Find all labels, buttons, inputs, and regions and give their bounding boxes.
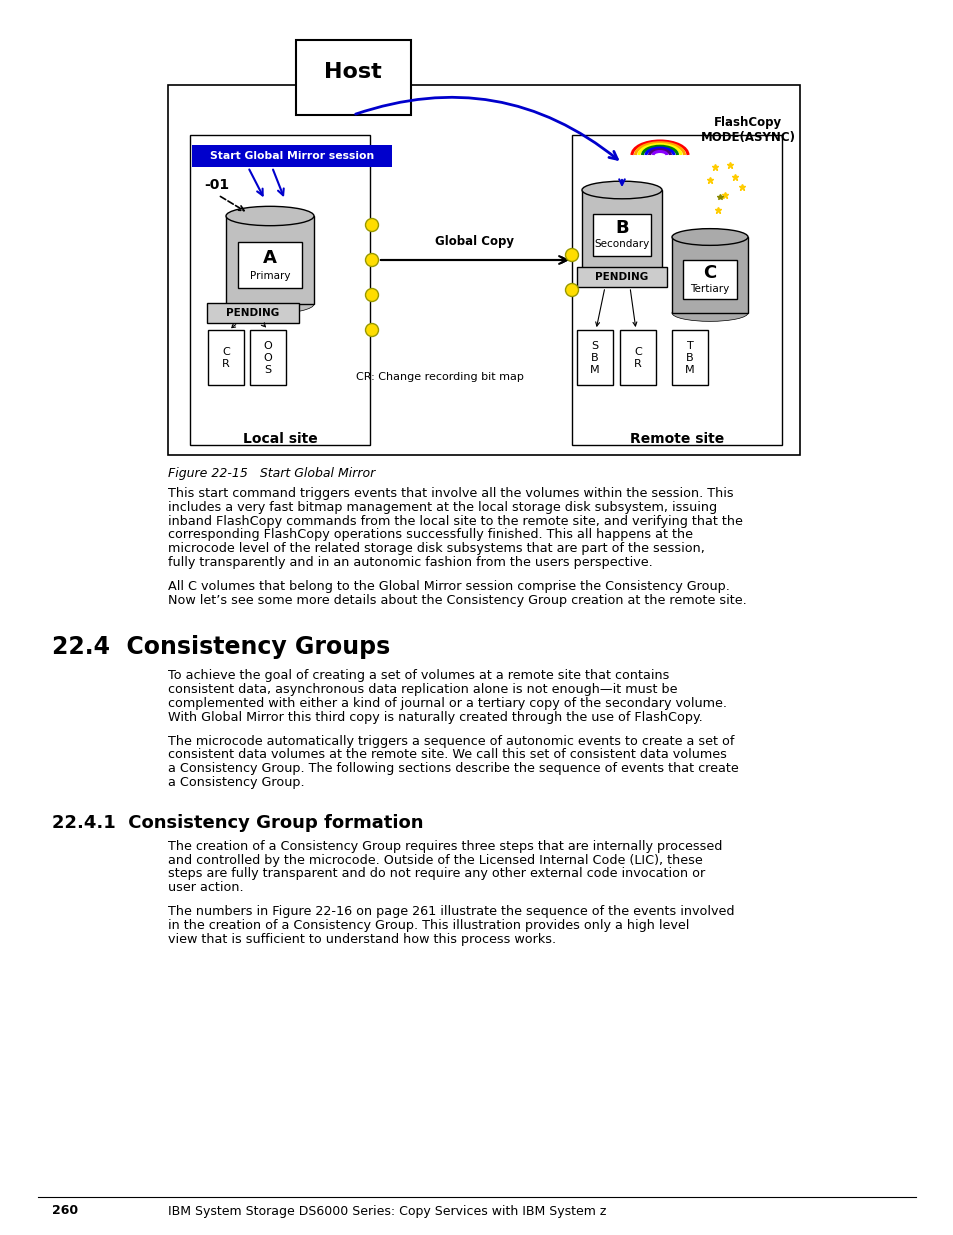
Text: IBM System Storage DS6000 Series: Copy Services with IBM System z: IBM System Storage DS6000 Series: Copy S…	[168, 1204, 606, 1218]
Ellipse shape	[365, 289, 378, 301]
Ellipse shape	[365, 324, 378, 336]
Bar	[619, 330, 656, 385]
Text: Start Global Mirror session: Start Global Mirror session	[210, 151, 374, 161]
Text: T
B
M: T B M	[684, 341, 694, 374]
Text: consistent data volumes at the remote site. We call this set of consistent data : consistent data volumes at the remote si…	[168, 748, 726, 762]
Text: All C volumes that belong to the Global Mirror session comprise the Consistency : All C volumes that belong to the Global …	[168, 579, 729, 593]
FancyArrowPatch shape	[618, 179, 624, 185]
Text: To achieve the goal of creating a set of volumes at a remote site that contains: To achieve the goal of creating a set of…	[168, 669, 669, 683]
Text: Tertiary: Tertiary	[690, 284, 729, 294]
Bar	[250, 330, 286, 385]
Ellipse shape	[671, 305, 747, 321]
Text: inband FlashCopy commands from the local site to the remote site, and verifying : inband FlashCopy commands from the local…	[168, 515, 742, 527]
Text: Global Copy: Global Copy	[435, 235, 514, 248]
Text: Remote site: Remote site	[629, 432, 723, 446]
Text: view that is sufficient to understand how this process works.: view that is sufficient to understand ho…	[168, 932, 556, 946]
Text: B: B	[615, 220, 628, 237]
Ellipse shape	[565, 284, 578, 296]
Text: With Global Mirror this third copy is naturally created through the use of Flash: With Global Mirror this third copy is na…	[168, 711, 702, 724]
FancyArrowPatch shape	[249, 169, 262, 195]
Text: PENDING: PENDING	[595, 272, 648, 282]
Text: steps are fully transparent and do not require any other external code invocatio: steps are fully transparent and do not r…	[168, 867, 704, 881]
Ellipse shape	[226, 294, 314, 314]
Bar	[577, 330, 613, 385]
FancyArrowPatch shape	[231, 324, 235, 327]
FancyArrowPatch shape	[595, 290, 604, 326]
Text: The numbers in Figure 22-16 on page 261 illustrate the sequence of the events in: The numbers in Figure 22-16 on page 261 …	[168, 905, 734, 918]
Ellipse shape	[226, 206, 314, 226]
Text: Local site: Local site	[242, 432, 317, 446]
Text: Primary: Primary	[250, 270, 290, 280]
Text: a Consistency Group.: a Consistency Group.	[168, 776, 304, 789]
Bar	[295, 40, 411, 115]
Text: a Consistency Group. The following sections describe the sequence of events that: a Consistency Group. The following secti…	[168, 762, 738, 776]
Text: Secondary: Secondary	[594, 240, 649, 249]
Text: 22.4  Consistency Groups: 22.4 Consistency Groups	[52, 635, 390, 659]
Text: user action.: user action.	[168, 882, 243, 894]
Text: consistent data, asynchronous data replication alone is not enough—it must be: consistent data, asynchronous data repli…	[168, 683, 677, 697]
Text: C
R: C R	[222, 347, 230, 369]
Text: PENDING: PENDING	[226, 308, 279, 317]
Ellipse shape	[365, 219, 378, 231]
FancyArrowPatch shape	[273, 169, 283, 195]
Text: 260: 260	[52, 1204, 78, 1218]
Bar	[572, 135, 781, 445]
Bar	[208, 330, 244, 385]
Ellipse shape	[365, 253, 378, 267]
Text: This start command triggers events that involve all the volumes within the sessi: This start command triggers events that …	[168, 487, 733, 500]
Bar	[192, 144, 392, 167]
Text: The creation of a Consistency Group requires three steps that are internally pro: The creation of a Consistency Group requ…	[168, 840, 721, 853]
Text: C: C	[702, 264, 716, 283]
Bar	[207, 303, 298, 324]
Ellipse shape	[671, 228, 747, 246]
Text: Host: Host	[324, 62, 381, 82]
Text: FlashCopy
MODE(ASYNC): FlashCopy MODE(ASYNC)	[700, 116, 795, 144]
FancyArrowPatch shape	[630, 290, 637, 326]
Ellipse shape	[565, 248, 578, 262]
Text: -01: -01	[204, 178, 229, 191]
Bar	[682, 259, 737, 299]
Text: corresponding FlashCopy operations successfully finished. This all happens at th: corresponding FlashCopy operations succe…	[168, 529, 692, 541]
Text: C
R: C R	[634, 347, 641, 369]
Ellipse shape	[581, 261, 661, 279]
Text: microcode level of the related storage disk subsystems that are part of the sess: microcode level of the related storage d…	[168, 542, 704, 556]
Text: Figure 22-15   Start Global Mirror: Figure 22-15 Start Global Mirror	[168, 467, 375, 480]
Text: S
B
M: S B M	[590, 341, 599, 374]
Text: 22.4.1  Consistency Group formation: 22.4.1 Consistency Group formation	[52, 814, 423, 832]
Text: The microcode automatically triggers a sequence of autonomic events to create a : The microcode automatically triggers a s…	[168, 735, 734, 747]
Text: O
O
S: O O S	[263, 341, 273, 374]
Bar	[226, 216, 314, 304]
Text: CR: Change recording bit map: CR: Change recording bit map	[355, 372, 523, 382]
Bar	[190, 135, 370, 445]
Bar	[581, 190, 661, 270]
Text: includes a very fast bitmap management at the local storage disk subsystem, issu: includes a very fast bitmap management a…	[168, 501, 717, 514]
FancyArrowPatch shape	[220, 196, 244, 211]
Bar	[238, 242, 301, 288]
Bar	[593, 214, 650, 256]
Bar	[577, 267, 666, 287]
Text: Now let’s see some more details about the Consistency Group creation at the remo: Now let’s see some more details about th…	[168, 594, 746, 606]
Text: A: A	[263, 249, 276, 267]
FancyArrowPatch shape	[261, 322, 265, 327]
Bar	[671, 237, 747, 312]
FancyArrowPatch shape	[380, 256, 566, 264]
Text: in the creation of a Consistency Group. This illustration provides only a high l: in the creation of a Consistency Group. …	[168, 919, 689, 931]
Text: and controlled by the microcode. Outside of the Licensed Internal Code (LIC), th: and controlled by the microcode. Outside…	[168, 853, 702, 867]
Bar	[671, 330, 707, 385]
Text: complemented with either a kind of journal or a tertiary copy of the secondary v: complemented with either a kind of journ…	[168, 697, 726, 710]
Text: fully transparently and in an autonomic fashion from the users perspective.: fully transparently and in an autonomic …	[168, 556, 652, 569]
Ellipse shape	[581, 182, 661, 199]
Bar	[168, 85, 800, 454]
FancyArrowPatch shape	[355, 98, 617, 159]
